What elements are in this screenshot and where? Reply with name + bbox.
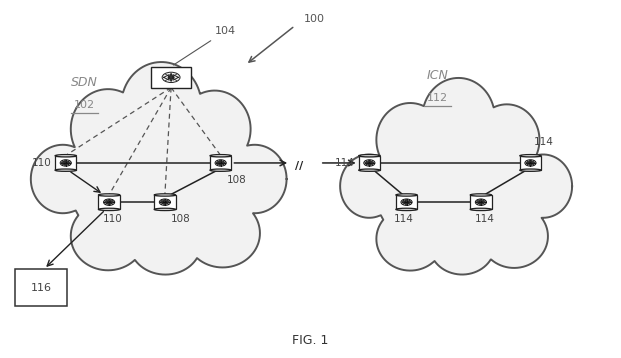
- Text: 114: 114: [474, 214, 494, 224]
- Bar: [154, 195, 176, 209]
- Ellipse shape: [121, 62, 201, 147]
- Ellipse shape: [210, 169, 232, 171]
- Text: 114: 114: [394, 214, 414, 224]
- Ellipse shape: [470, 194, 492, 196]
- Ellipse shape: [55, 155, 76, 157]
- Ellipse shape: [359, 155, 380, 157]
- Circle shape: [166, 201, 170, 203]
- Text: 104: 104: [173, 26, 235, 65]
- Circle shape: [479, 203, 483, 205]
- Text: 116: 116: [30, 283, 52, 293]
- Circle shape: [67, 162, 70, 164]
- Ellipse shape: [223, 145, 286, 213]
- Text: 114: 114: [533, 137, 553, 147]
- Ellipse shape: [55, 169, 76, 171]
- Bar: [359, 156, 380, 170]
- Ellipse shape: [430, 217, 495, 275]
- Circle shape: [219, 160, 222, 162]
- Circle shape: [219, 164, 222, 166]
- Circle shape: [107, 199, 111, 201]
- Text: 110: 110: [103, 214, 123, 224]
- Ellipse shape: [480, 205, 548, 268]
- Bar: [151, 67, 191, 87]
- Ellipse shape: [154, 208, 176, 211]
- Text: 108: 108: [227, 175, 247, 185]
- Text: 108: 108: [171, 214, 191, 224]
- Text: FIG. 1: FIG. 1: [292, 334, 329, 347]
- Circle shape: [368, 164, 371, 166]
- Ellipse shape: [31, 145, 95, 213]
- Circle shape: [402, 201, 405, 203]
- Ellipse shape: [129, 212, 201, 275]
- Circle shape: [162, 72, 180, 82]
- Ellipse shape: [520, 155, 541, 157]
- Ellipse shape: [359, 169, 380, 171]
- Bar: [520, 156, 541, 170]
- Ellipse shape: [376, 103, 444, 177]
- Bar: [470, 195, 492, 209]
- Circle shape: [365, 162, 368, 164]
- Ellipse shape: [470, 208, 492, 211]
- Text: 102: 102: [74, 100, 95, 110]
- Bar: [99, 195, 120, 209]
- Circle shape: [483, 201, 486, 203]
- Ellipse shape: [185, 199, 260, 267]
- Ellipse shape: [376, 207, 444, 271]
- Circle shape: [479, 199, 483, 201]
- Ellipse shape: [396, 208, 417, 211]
- Text: 110: 110: [32, 158, 52, 168]
- Text: //: //: [294, 161, 303, 171]
- Ellipse shape: [99, 194, 120, 196]
- Circle shape: [371, 162, 374, 164]
- Ellipse shape: [474, 104, 540, 175]
- Circle shape: [107, 203, 111, 205]
- Circle shape: [526, 162, 529, 164]
- Circle shape: [64, 160, 67, 162]
- Circle shape: [216, 162, 219, 164]
- Bar: [210, 156, 232, 170]
- Circle shape: [368, 160, 371, 162]
- Text: ICN: ICN: [427, 69, 448, 82]
- Ellipse shape: [179, 91, 251, 168]
- Circle shape: [163, 203, 166, 205]
- Ellipse shape: [154, 194, 176, 196]
- Ellipse shape: [520, 169, 541, 171]
- Circle shape: [111, 201, 114, 203]
- Circle shape: [529, 160, 532, 162]
- Ellipse shape: [422, 78, 495, 157]
- Circle shape: [61, 162, 64, 164]
- Text: 114: 114: [335, 158, 355, 168]
- Circle shape: [532, 162, 535, 164]
- Ellipse shape: [99, 208, 120, 211]
- Text: 112: 112: [427, 93, 448, 102]
- Ellipse shape: [396, 194, 417, 196]
- Circle shape: [163, 199, 166, 201]
- Bar: [55, 156, 76, 170]
- Circle shape: [405, 199, 408, 201]
- Circle shape: [222, 162, 225, 164]
- Circle shape: [168, 76, 175, 79]
- Circle shape: [529, 164, 532, 166]
- Circle shape: [408, 201, 411, 203]
- Ellipse shape: [514, 154, 572, 218]
- Ellipse shape: [374, 113, 538, 259]
- Bar: [396, 195, 417, 209]
- Circle shape: [160, 201, 163, 203]
- Ellipse shape: [71, 202, 145, 270]
- Text: SDN: SDN: [71, 76, 97, 89]
- Bar: [15, 269, 67, 306]
- Circle shape: [64, 164, 67, 166]
- Circle shape: [405, 203, 408, 205]
- Text: 100: 100: [304, 14, 325, 24]
- Ellipse shape: [210, 155, 232, 157]
- Ellipse shape: [71, 89, 145, 169]
- Circle shape: [476, 201, 479, 203]
- Ellipse shape: [340, 154, 398, 218]
- Circle shape: [104, 201, 107, 203]
- Ellipse shape: [68, 101, 249, 257]
